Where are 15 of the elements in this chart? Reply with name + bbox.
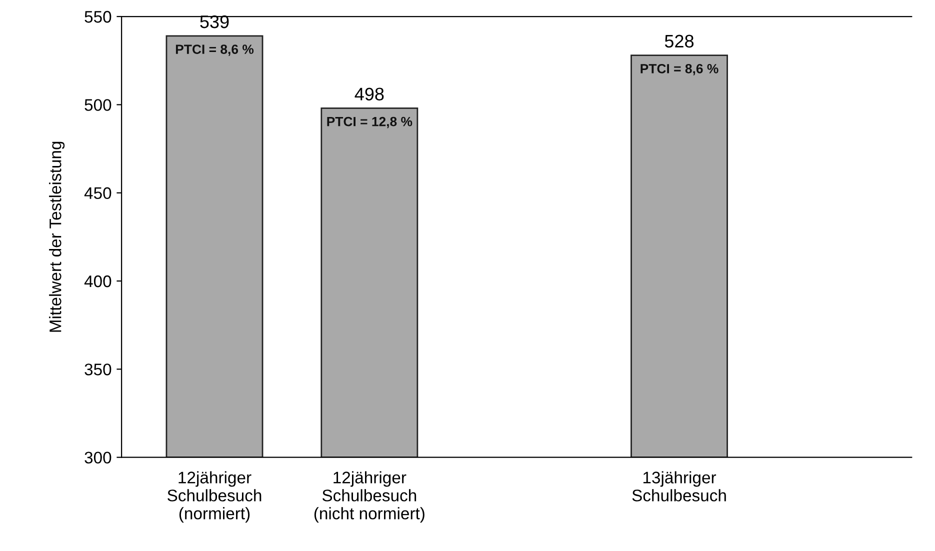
y-tick-label: 450 — [84, 187, 112, 200]
data-label: 528 — [664, 34, 694, 48]
y-tick-label: 350 — [84, 364, 112, 376]
annotation: PTCI = 8,6 % — [176, 44, 254, 56]
y-tick-label: 300 — [84, 452, 112, 464]
annotation: PTCI = 12,8 % — [327, 116, 412, 128]
y-tick-label: 400 — [84, 275, 112, 288]
x-tick-label: 12jähriger Schulbesuch (normiert) — [168, 471, 262, 523]
y-axis-title: Mittelwert der Testleistung — [49, 142, 65, 332]
annotation: PTCI = 8,6 % — [640, 64, 718, 76]
data-label: 498 — [354, 88, 384, 100]
x-tick-label: 12jähriger Schulbesuch (nicht normiert) — [314, 471, 424, 523]
x-tick-label: 13jähriger Schulbesuch — [632, 471, 726, 502]
y-tick-label: 500 — [84, 99, 112, 111]
y-tick-label: 550 — [84, 10, 112, 23]
